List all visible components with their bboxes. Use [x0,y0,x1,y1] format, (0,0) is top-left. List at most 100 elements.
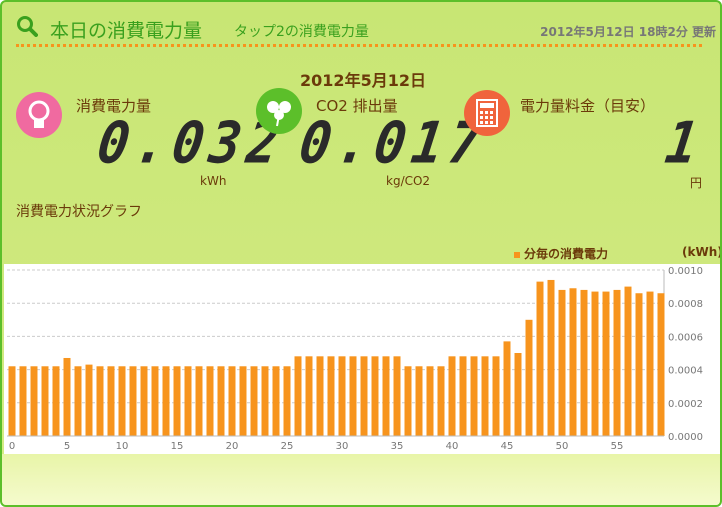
bar [173,366,181,436]
bar [129,366,137,436]
bar [393,356,401,436]
bar [118,366,126,436]
calculator-icon [464,90,510,136]
x-tick-label: 45 [501,441,514,452]
lightbulb-icon [16,92,62,138]
bar [327,356,335,436]
bar [448,356,456,436]
bar [85,364,93,436]
bar [305,356,313,436]
legend-swatch [514,251,520,258]
x-tick-label: 40 [446,441,459,452]
bar [426,366,434,436]
y-axis-unit: (kWh) [682,245,722,259]
metric-value-cost: 1 [661,111,708,177]
bar [459,356,467,436]
bar [184,366,192,436]
graph-title: 消費電力状況グラフ [16,204,142,220]
divider [16,44,702,47]
power-bar-chart: 0.0000 0.0002 0.0004 0.0006 0.0008 0.0010 0 5 10… [4,264,720,454]
y-tick-label: 0.0008 [668,299,703,310]
current-date: 2012年5月12日 [300,71,426,90]
bar [602,291,610,436]
bar [492,356,500,436]
bar [250,366,258,436]
page-title: 本日の消費電力量 [50,20,203,42]
bar [272,366,280,436]
bar [96,366,104,436]
bar [558,289,566,436]
bar [52,366,60,436]
bar [382,356,390,436]
bar [657,293,665,436]
metric-value-co2: 0.017 [295,111,492,177]
bar [41,366,49,436]
y-tick-label: 0.0006 [668,332,703,343]
bar [514,353,522,436]
bar [107,366,115,436]
bar [8,366,16,436]
bar [349,356,357,436]
bar [525,319,533,436]
y-tick-label: 0.0002 [668,399,703,410]
bar [283,366,291,436]
bar [569,288,577,436]
x-tick-label: 30 [336,441,349,452]
bar [481,356,489,436]
x-tick-label: 5 [64,441,70,452]
bar [536,281,544,436]
bar [217,366,225,436]
x-tick-label: 25 [281,441,294,452]
bar [206,366,214,436]
x-tick-label: 55 [611,441,624,452]
bar [19,366,27,436]
bar [239,366,247,436]
bar [360,356,368,436]
metric-unit-cost: 円 [690,176,703,190]
bar [470,356,478,436]
bar [261,366,269,436]
chart-legend: 分毎の消費電力 [514,245,608,262]
x-tick-label: 20 [226,441,239,452]
bar [415,366,423,436]
x-tick-label: 15 [171,441,184,452]
x-tick-label: 10 [116,441,129,452]
bar [503,341,511,436]
search-icon [17,16,38,37]
updated-timestamp: 2012年5月12日 18時2分 更新 [540,25,716,39]
x-tick-label: 35 [391,441,404,452]
metric-unit-co2: kg/CO2 [386,174,431,188]
bar [195,366,203,436]
bar [547,279,555,436]
y-tick-label: 0.0004 [668,366,703,377]
bar [646,291,654,436]
bar [338,356,346,436]
x-tick-label: 50 [556,441,569,452]
page-subtitle: タップ2の消費電力量 [234,24,369,40]
bar [74,366,82,436]
metric-unit-power: kWh [200,174,227,188]
legend-label: 分毎の消費電力 [524,247,609,261]
bar [613,289,621,436]
bar [162,366,170,436]
metric-label-cost: 電力量料金（目安） [520,97,656,115]
bar [591,291,599,436]
metric-label-power: 消費電力量 [76,97,152,115]
bar [437,366,445,436]
bar [371,356,379,436]
bar [140,366,148,436]
bar [316,356,324,436]
decorative-ground [2,454,720,505]
clover-icon [256,88,302,134]
bar [580,289,588,436]
bar [228,366,236,436]
bar [624,286,632,436]
bar [63,357,71,436]
metric-label-co2: CO2 排出量 [316,97,398,115]
x-tick-label: 0 [9,441,15,452]
bar [404,366,412,436]
bar [294,356,302,436]
bar [151,366,159,436]
y-tick-label: 0.0000 [668,432,703,443]
